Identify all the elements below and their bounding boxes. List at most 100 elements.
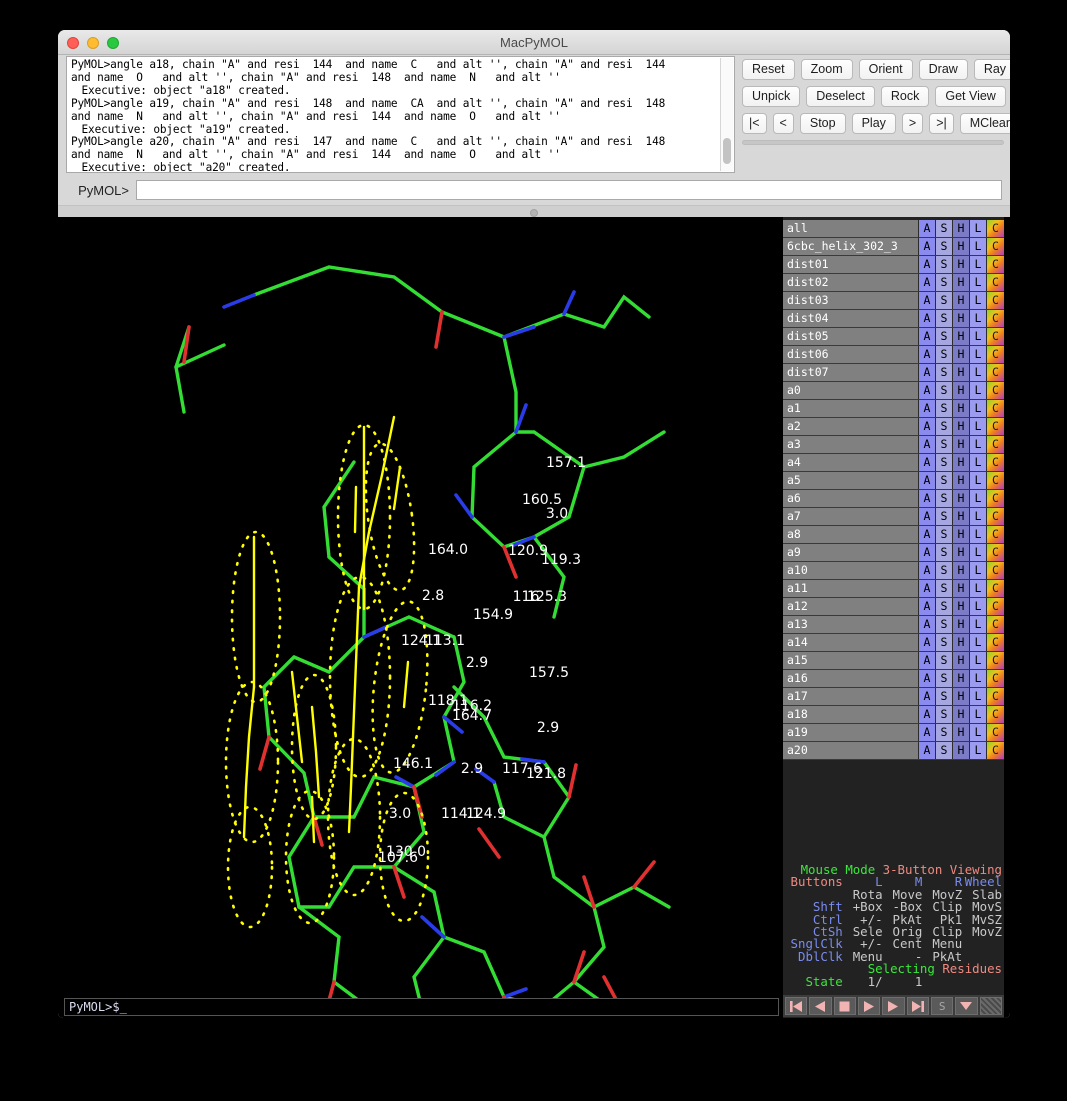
- object-control-l-button[interactable]: L: [970, 328, 987, 345]
- object-control-a-button[interactable]: A: [919, 220, 936, 237]
- object-control-l-button[interactable]: L: [970, 238, 987, 255]
- object-row[interactable]: dist03 A S H L C: [783, 292, 1004, 310]
- object-name[interactable]: a4: [783, 454, 919, 471]
- object-row[interactable]: a9 A S H L C: [783, 544, 1004, 562]
- object-name[interactable]: a15: [783, 652, 919, 669]
- object-control-a-button[interactable]: A: [919, 256, 936, 273]
- window-titlebar[interactable]: MacPyMOL: [58, 30, 1010, 55]
- object-control-h-button[interactable]: H: [953, 724, 970, 741]
- legend-selecting-row[interactable]: Selecting Residues: [783, 962, 1002, 975]
- object-name[interactable]: a0: [783, 382, 919, 399]
- object-control-a-button[interactable]: A: [919, 544, 936, 561]
- object-control-c-button[interactable]: C: [987, 454, 1004, 471]
- object-control-a-button[interactable]: A: [919, 742, 936, 759]
- s-button[interactable]: S: [930, 997, 954, 1015]
- object-control-a-button[interactable]: A: [919, 454, 936, 471]
- object-control-l-button[interactable]: L: [970, 616, 987, 633]
- object-control-a-button[interactable]: A: [919, 364, 936, 381]
- object-control-s-button[interactable]: S: [936, 634, 953, 651]
- console-scrollbar-thumb[interactable]: [723, 138, 731, 164]
- object-name[interactable]: a7: [783, 508, 919, 525]
- object-control-c-button[interactable]: C: [987, 310, 1004, 327]
- object-control-h-button[interactable]: H: [953, 526, 970, 543]
- object-control-h-button[interactable]: H: [953, 346, 970, 363]
- object-row[interactable]: a10 A S H L C: [783, 562, 1004, 580]
- object-name[interactable]: a10: [783, 562, 919, 579]
- object-control-h-button[interactable]: H: [953, 490, 970, 507]
- object-control-a-button[interactable]: A: [919, 310, 936, 327]
- object-control-h-button[interactable]: H: [953, 256, 970, 273]
- object-control-h-button[interactable]: H: [953, 310, 970, 327]
- object-control-s-button[interactable]: S: [936, 472, 953, 489]
- object-control-a-button[interactable]: A: [919, 274, 936, 291]
- object-control-s-button[interactable]: S: [936, 436, 953, 453]
- object-control-a-button[interactable]: A: [919, 328, 936, 345]
- object-name[interactable]: dist07: [783, 364, 919, 381]
- object-control-s-button[interactable]: S: [936, 616, 953, 633]
- command-input[interactable]: [136, 180, 1002, 200]
- object-row[interactable]: a15 A S H L C: [783, 652, 1004, 670]
- object-control-s-button[interactable]: S: [936, 544, 953, 561]
- object-control-s-button[interactable]: S: [936, 598, 953, 615]
- object-row[interactable]: a11 A S H L C: [783, 580, 1004, 598]
- object-control-h-button[interactable]: H: [953, 544, 970, 561]
- object-row[interactable]: dist02 A S H L C: [783, 274, 1004, 292]
- object-control-h-button[interactable]: H: [953, 706, 970, 723]
- object-control-a-button[interactable]: A: [919, 616, 936, 633]
- object-control-l-button[interactable]: L: [970, 670, 987, 687]
- object-control-c-button[interactable]: C: [987, 382, 1004, 399]
- object-name[interactable]: a6: [783, 490, 919, 507]
- ray-button[interactable]: Ray: [973, 59, 1010, 80]
- object-control-s-button[interactable]: S: [936, 454, 953, 471]
- object-control-l-button[interactable]: L: [970, 724, 987, 741]
- object-control-h-button[interactable]: H: [953, 220, 970, 237]
- object-control-c-button[interactable]: C: [987, 364, 1004, 381]
- play-button[interactable]: Play: [851, 113, 896, 134]
- object-control-s-button[interactable]: S: [936, 724, 953, 741]
- object-row[interactable]: a0 A S H L C: [783, 382, 1004, 400]
- object-name[interactable]: all: [783, 220, 919, 237]
- object-row[interactable]: a16 A S H L C: [783, 670, 1004, 688]
- object-control-s-button[interactable]: S: [936, 400, 953, 417]
- object-control-s-button[interactable]: S: [936, 418, 953, 435]
- object-control-s-button[interactable]: S: [936, 382, 953, 399]
- console-scrollbar[interactable]: [720, 58, 733, 171]
- object-control-h-button[interactable]: H: [953, 562, 970, 579]
- object-row[interactable]: 6cbc_helix_302_3 A S H L C: [783, 238, 1004, 256]
- object-row[interactable]: dist05 A S H L C: [783, 328, 1004, 346]
- object-name[interactable]: a18: [783, 706, 919, 723]
- skip-end-button[interactable]: [906, 997, 929, 1015]
- object-control-h-button[interactable]: H: [953, 634, 970, 651]
- object-name[interactable]: a13: [783, 616, 919, 633]
- object-control-a-button[interactable]: A: [919, 598, 936, 615]
- object-name[interactable]: a20: [783, 742, 919, 759]
- object-control-h-button[interactable]: H: [953, 436, 970, 453]
- object-control-a-button[interactable]: A: [919, 634, 936, 651]
- object-control-h-button[interactable]: H: [953, 382, 970, 399]
- object-control-s-button[interactable]: S: [936, 220, 953, 237]
- object-name[interactable]: a17: [783, 688, 919, 705]
- object-control-l-button[interactable]: L: [970, 598, 987, 615]
- object-control-h-button[interactable]: H: [953, 328, 970, 345]
- object-name[interactable]: dist05: [783, 328, 919, 345]
- object-control-s-button[interactable]: S: [936, 670, 953, 687]
- object-control-l-button[interactable]: L: [970, 382, 987, 399]
- object-control-a-button[interactable]: A: [919, 436, 936, 453]
- object-control-s-button[interactable]: S: [936, 328, 953, 345]
- object-control-h-button[interactable]: H: [953, 400, 970, 417]
- object-control-l-button[interactable]: L: [970, 454, 987, 471]
- resize-grip-icon[interactable]: [979, 997, 1002, 1015]
- object-name[interactable]: a12: [783, 598, 919, 615]
- rock-button[interactable]: Rock: [880, 86, 930, 107]
- object-control-a-button[interactable]: A: [919, 238, 936, 255]
- object-control-h-button[interactable]: H: [953, 508, 970, 525]
- object-row[interactable]: a20 A S H L C: [783, 742, 1004, 760]
- object-row[interactable]: a1 A S H L C: [783, 400, 1004, 418]
- object-control-s-button[interactable]: S: [936, 652, 953, 669]
- object-control-l-button[interactable]: L: [970, 364, 987, 381]
- object-name[interactable]: a8: [783, 526, 919, 543]
- play-button[interactable]: [857, 997, 881, 1015]
- -button[interactable]: <: [772, 113, 794, 134]
- -button[interactable]: >|: [929, 113, 954, 134]
- object-control-c-button[interactable]: C: [987, 400, 1004, 417]
